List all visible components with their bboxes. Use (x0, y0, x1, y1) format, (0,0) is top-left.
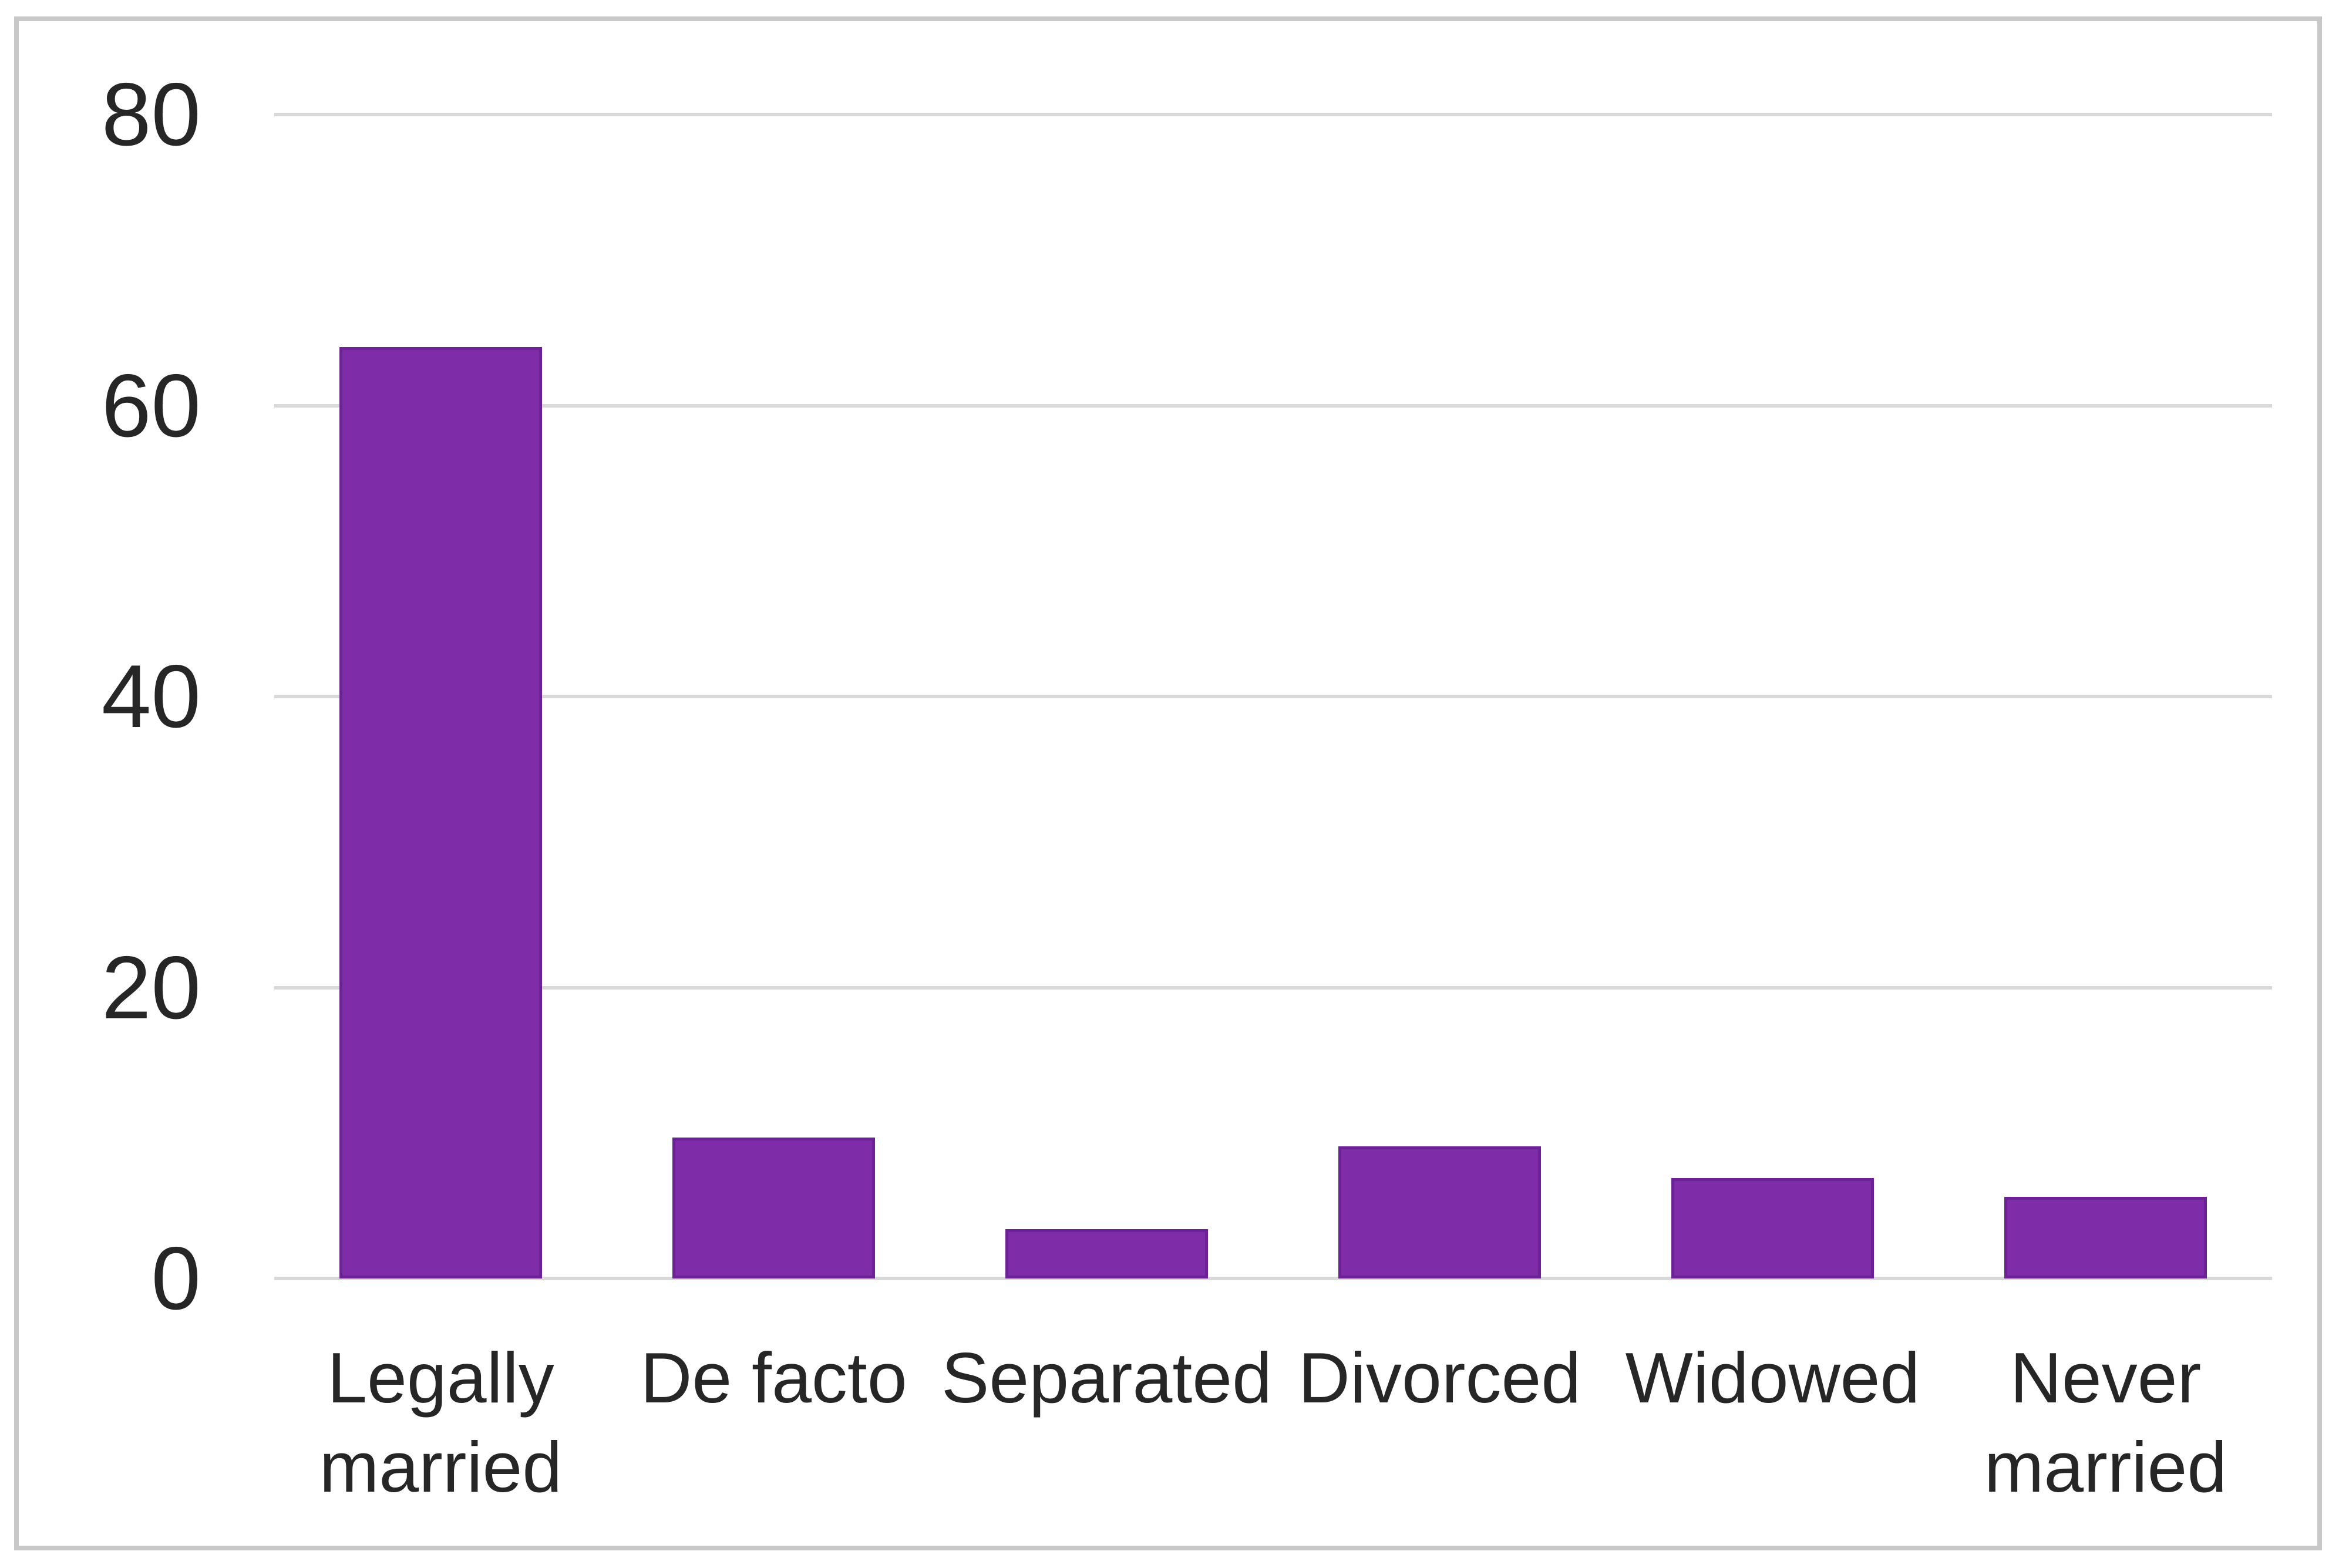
gridline-y-80 (274, 113, 2272, 116)
y-axis-tick-label-0: 0 (151, 1229, 201, 1328)
x-axis-category-label-de-facto: De facto (640, 1338, 907, 1418)
y-axis-tick-label-20: 20 (101, 937, 201, 1038)
x-axis-category-label-widowed: Widowed (1625, 1338, 1920, 1418)
bar-divorced (1338, 1146, 1541, 1278)
gridline-y-20 (274, 985, 2272, 990)
x-axis-category-label-legally-married: Legally married (319, 1338, 563, 1507)
bar-never-married (2004, 1197, 2207, 1278)
bar-legally-married (339, 347, 542, 1278)
bar-de-facto (672, 1137, 875, 1278)
x-axis-category-label-divorced: Divorced (1298, 1338, 1581, 1418)
bar-widowed (1671, 1178, 1874, 1278)
x-axis-category-label-separated: Separated (941, 1338, 1272, 1418)
gridline-y-0 (274, 1277, 2272, 1280)
x-axis-category-label-never-married: Never married (1984, 1338, 2227, 1507)
chart-frame: 80 60 40 20 0 Legally married De facto Separate… (14, 16, 2322, 1550)
bar-separated (1005, 1229, 1208, 1278)
y-axis-tick-label-60: 60 (101, 355, 201, 456)
gridline-y-40 (274, 695, 2272, 698)
gridline-y-60 (274, 403, 2272, 408)
y-axis-tick-label-40: 40 (101, 647, 201, 746)
y-axis-tick-label-80: 80 (101, 65, 201, 164)
